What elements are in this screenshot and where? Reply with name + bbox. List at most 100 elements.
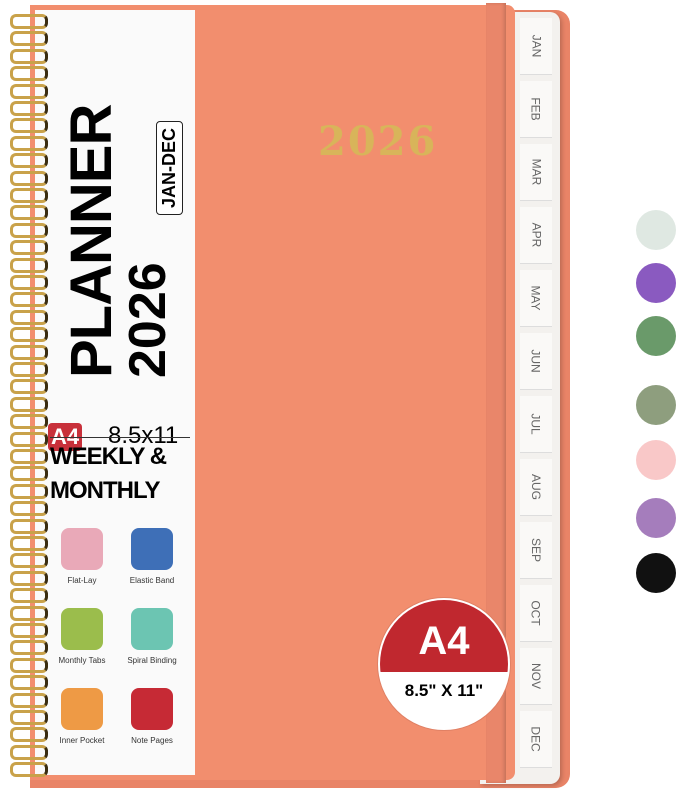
spiral-coil: [10, 153, 48, 169]
spiral-coil: [10, 205, 48, 221]
month-tab-label: OCT: [529, 600, 543, 626]
spiral-coil: [10, 222, 48, 238]
spiral-coil: [10, 657, 48, 673]
month-tab-label: JUN: [529, 349, 543, 373]
spiral-coil: [10, 466, 48, 482]
feature-label: Spiral Binding: [127, 656, 177, 665]
month-tab-label: SEP: [528, 537, 543, 563]
spiral-coil: [10, 570, 48, 586]
swatch-floral[interactable]: [636, 316, 676, 356]
badge-dimensions: 8.5" X 11": [404, 681, 484, 700]
spiral-coil: [10, 379, 48, 395]
month-tab-label: JUL: [529, 413, 543, 435]
spiral-coil: [10, 744, 48, 760]
month-tab-apr: APR: [520, 207, 552, 264]
feature-item: Elastic Band: [122, 528, 182, 585]
elastic-band: [486, 3, 506, 783]
feature-label: Note Pages: [131, 736, 173, 745]
spiral-coil: [10, 553, 48, 569]
month-tab-jan: JAN: [520, 18, 552, 75]
feature-label: Inner Pocket: [59, 736, 105, 745]
spiral-coil: [10, 240, 48, 256]
spiral-coil: [10, 14, 48, 29]
month-tab-nov: NOV: [520, 648, 552, 705]
spiral-coil: [10, 135, 48, 151]
feature-icon: [131, 528, 173, 570]
panel-year: 2026: [119, 262, 177, 378]
feature-icon: [61, 608, 103, 650]
month-tab-label: MAY: [529, 285, 543, 311]
feature-item: Spiral Binding: [122, 608, 182, 665]
spiral-coil: [10, 710, 48, 725]
spiral-coil: [10, 762, 48, 778]
spiral-coil: [10, 518, 48, 534]
range-label: JAN-DEC: [156, 120, 183, 215]
spiral-coil: [10, 483, 48, 499]
spiral-coil: [10, 257, 48, 273]
size-badge: A4 8.5" X 11": [378, 598, 510, 730]
swatch-pink[interactable]: [636, 440, 676, 480]
feature-icon: [131, 688, 173, 730]
spiral-coil: [10, 31, 48, 47]
spiral-coil: [10, 396, 48, 412]
spiral-coil: [10, 188, 48, 203]
feature-item: Flat-Lay: [52, 528, 112, 585]
spiral-coil: [10, 344, 48, 360]
month-tab-label: DEC: [529, 726, 543, 752]
feature-label: Flat-Lay: [67, 576, 97, 585]
spiral-coil: [10, 48, 48, 64]
feature-label: Elastic Band: [129, 576, 175, 585]
month-tab-label: NOV: [528, 662, 543, 690]
feature-icon: [61, 688, 103, 730]
feature-icon: [131, 608, 173, 650]
feature-label: Monthly Tabs: [58, 656, 106, 665]
planner-title: PLANNER: [59, 104, 124, 378]
divider: [50, 437, 190, 438]
spiral-coil: [10, 640, 48, 656]
spiral-coil: [10, 101, 48, 116]
month-tab-label: MAR: [528, 158, 543, 186]
spiral-coil: [10, 414, 48, 430]
spiral-coil: [10, 623, 48, 638]
feature-item: Monthly Tabs: [52, 608, 112, 665]
feature-icon: [61, 528, 103, 570]
cover-year: 2026: [318, 118, 438, 165]
spiral-coil: [10, 536, 48, 551]
spiral-coil: [10, 327, 48, 343]
spiral-coil: [10, 275, 48, 290]
spiral-coil: [10, 170, 48, 186]
month-tab-jul: JUL: [520, 396, 552, 453]
layout-line1: WEEKLY &: [50, 443, 167, 470]
month-tab-label: AUG: [528, 473, 543, 501]
swatch-galaxy[interactable]: [636, 263, 676, 303]
spiral-coil: [10, 362, 48, 377]
month-tab-feb: FEB: [520, 81, 552, 138]
spiral-coil: [10, 431, 48, 447]
swatch-black[interactable]: [636, 553, 676, 593]
spiral-coil: [10, 727, 48, 743]
feature-item: Note Pages: [122, 688, 182, 745]
month-tab-oct: OCT: [520, 585, 552, 642]
spiral-coil: [10, 588, 48, 604]
layout-text: WEEKLY & MONTHLY: [50, 440, 167, 508]
spiral-coil: [10, 66, 48, 82]
swatch-eucalyptus[interactable]: [636, 210, 676, 250]
month-tab-may: MAY: [520, 270, 552, 327]
month-tab-sep: SEP: [520, 522, 552, 579]
spiral-coil: [10, 501, 48, 517]
feature-item: Inner Pocket: [52, 688, 112, 745]
spiral-coil: [10, 118, 48, 134]
swatch-purple[interactable]: [636, 498, 676, 538]
month-tab-mar: MAR: [520, 144, 552, 201]
month-tab-label: APR: [529, 222, 543, 248]
swatch-sage[interactable]: [636, 385, 676, 425]
layout-line2: MONTHLY: [50, 477, 160, 504]
spiral-coil: [10, 83, 48, 99]
spiral-coil: [10, 692, 48, 708]
spiral-coil: [10, 292, 48, 308]
spiral-coil: [10, 449, 48, 464]
month-tab-jun: JUN: [520, 333, 552, 390]
month-tab-dec: DEC: [520, 711, 552, 768]
size-text: 8.5x11: [108, 422, 179, 449]
month-tab-label: FEB: [529, 97, 543, 121]
